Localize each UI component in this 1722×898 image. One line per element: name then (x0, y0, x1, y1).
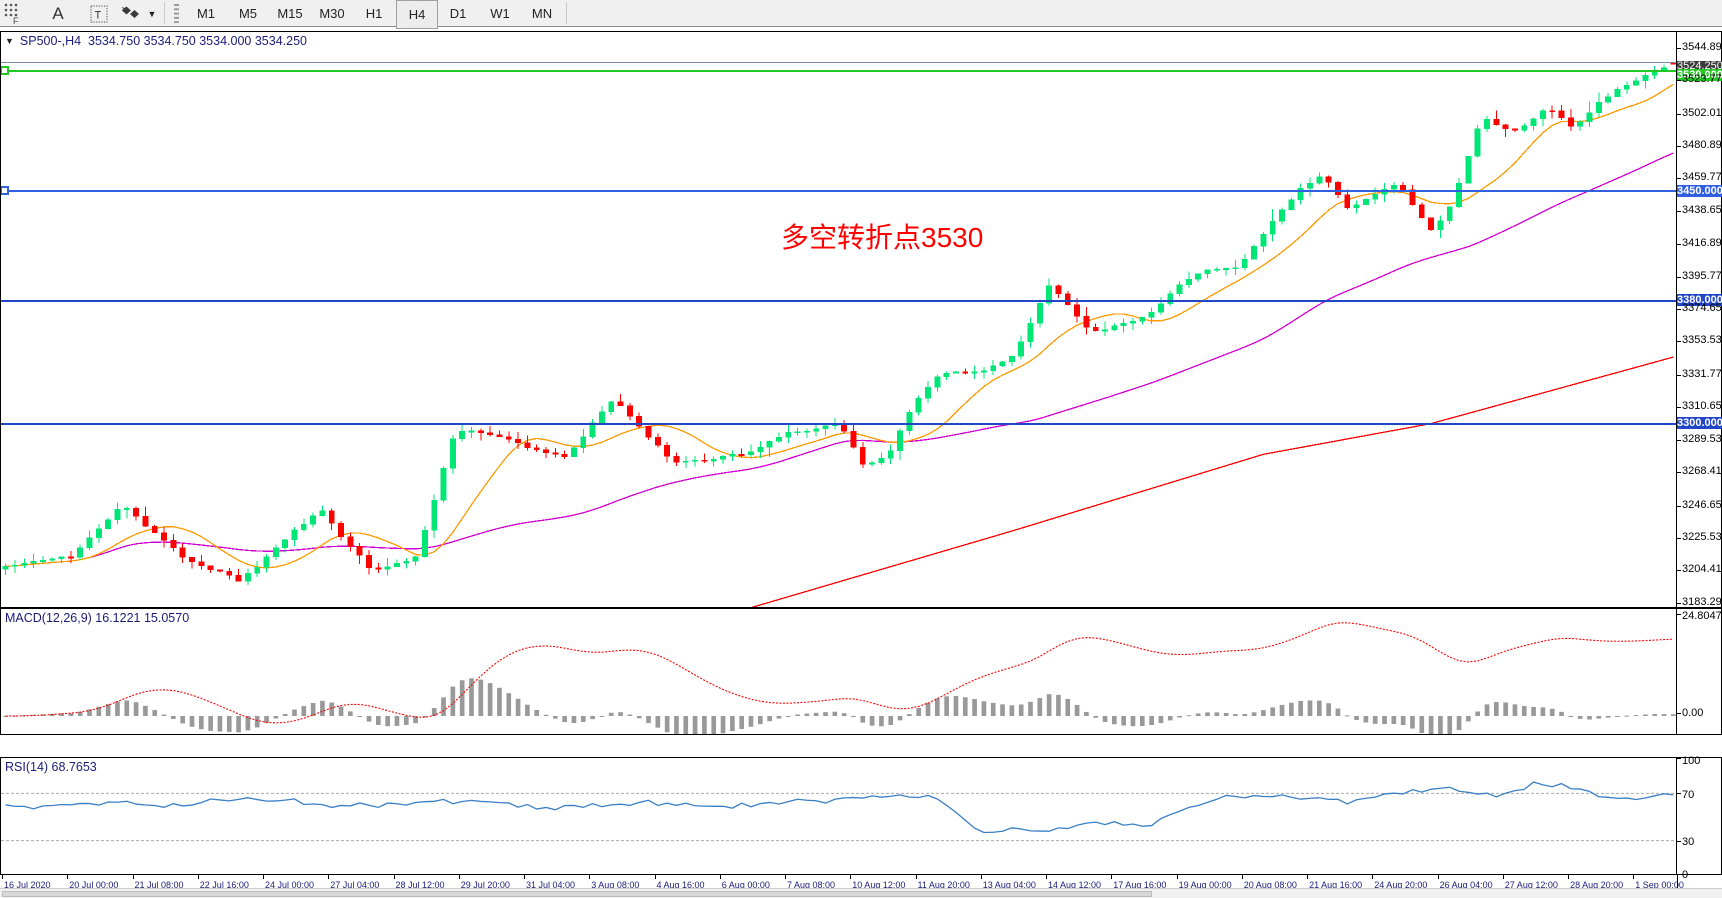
svg-text:T: T (95, 9, 102, 21)
svg-text:F: F (13, 16, 19, 25)
